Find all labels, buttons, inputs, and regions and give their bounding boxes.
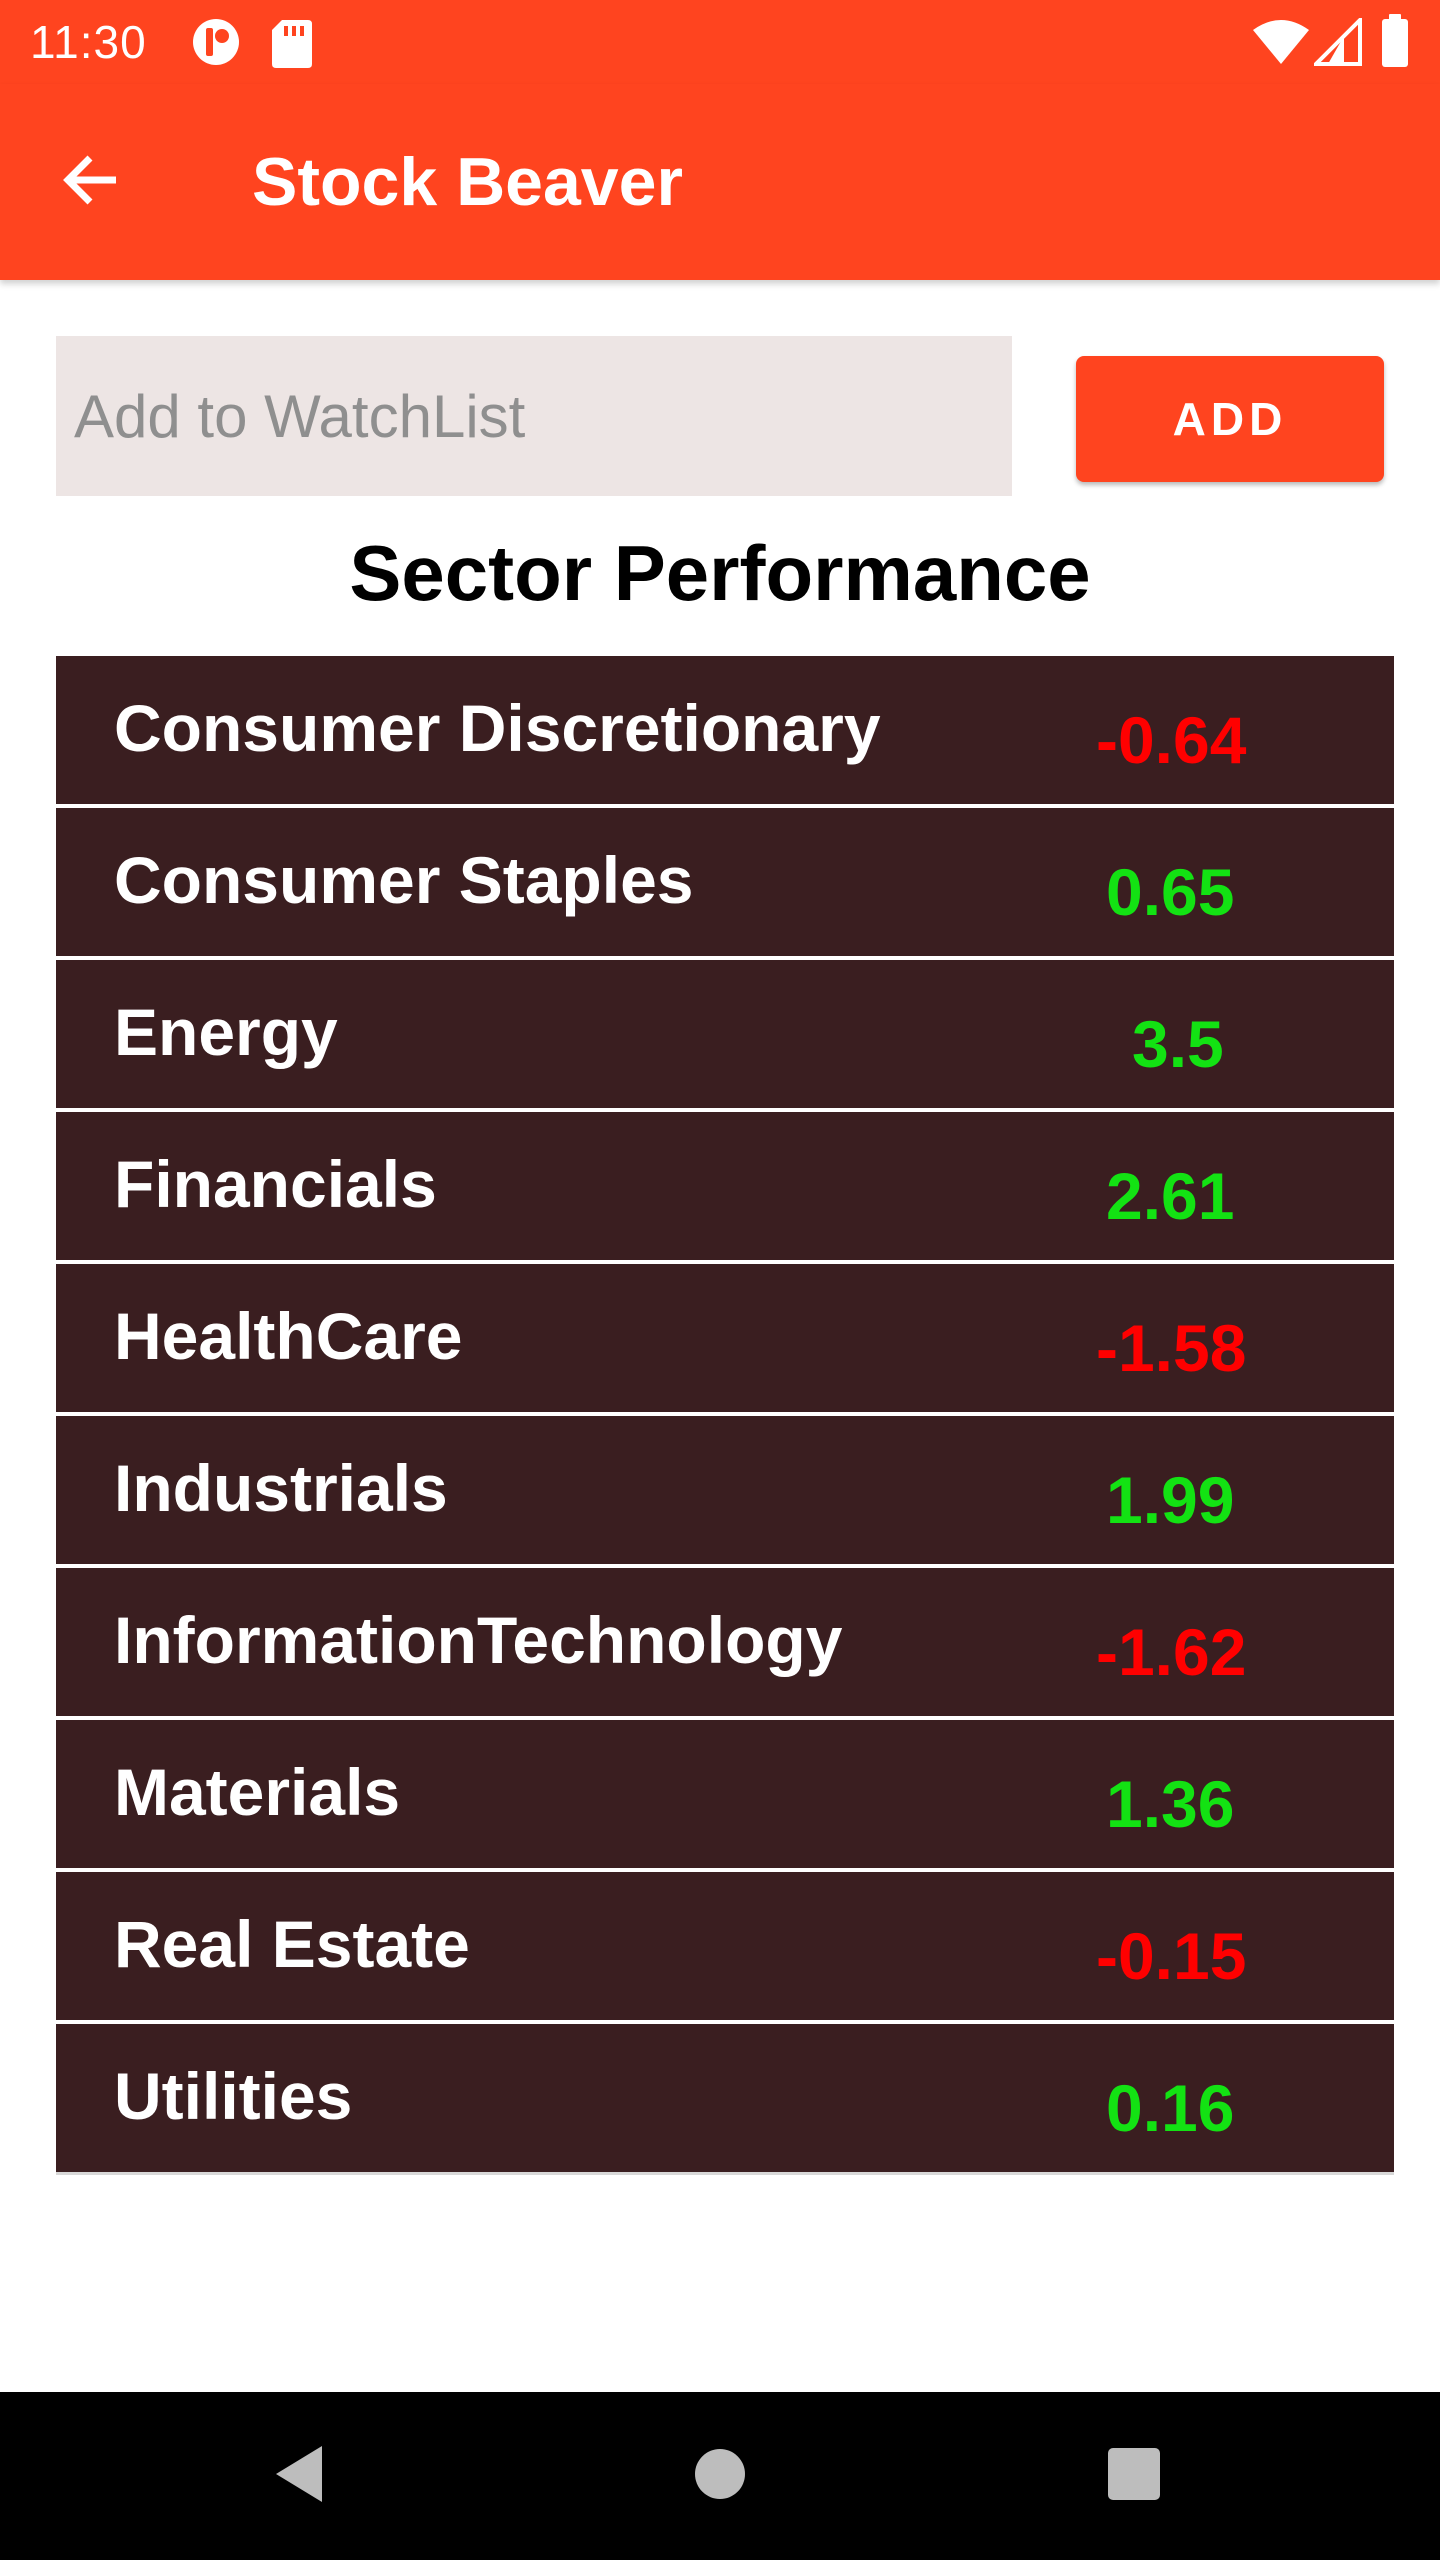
sector-name: HealthCare xyxy=(114,1299,463,1373)
sector-change: -1.62 xyxy=(1096,1615,1247,1689)
sector-change: 2.61 xyxy=(1106,1159,1235,1233)
nav-home-button[interactable] xyxy=(670,2426,770,2526)
sector-row[interactable]: Consumer Discretionary -0.64 xyxy=(56,656,1394,808)
sector-row[interactable]: Real Estate -0.15 xyxy=(56,1872,1394,2024)
watchlist-input[interactable] xyxy=(56,336,1012,496)
sector-name: Industrials xyxy=(114,1451,448,1525)
sector-change: 0.65 xyxy=(1106,855,1235,929)
sector-name: Consumer Discretionary xyxy=(114,691,881,765)
sd-card-icon xyxy=(270,14,314,75)
sector-change: 1.36 xyxy=(1106,1767,1235,1841)
sector-row[interactable]: InformationTechnology -1.62 xyxy=(56,1568,1394,1720)
add-button[interactable]: ADD xyxy=(1076,356,1384,482)
sector-name: Real Estate xyxy=(114,1907,470,1981)
sector-change: -1.58 xyxy=(1096,1311,1247,1385)
status-time: 11:30 xyxy=(30,16,147,68)
arrow-back-icon xyxy=(58,148,122,217)
sector-name: Energy xyxy=(114,995,338,1069)
app-title: Stock Beaver xyxy=(252,144,683,220)
sector-table: Consumer Discretionary -0.64 Consumer St… xyxy=(56,656,1394,2175)
sector-row[interactable]: Materials 1.36 xyxy=(56,1720,1394,1872)
notification-app-icon xyxy=(190,14,242,75)
sector-name: Consumer Staples xyxy=(114,843,694,917)
sector-row[interactable]: Utilities 0.16 xyxy=(56,2024,1394,2175)
nav-recents-icon xyxy=(1106,2446,1162,2507)
back-button[interactable] xyxy=(40,132,140,232)
nav-back-button[interactable] xyxy=(250,2426,350,2526)
app-bar: Stock Beaver xyxy=(0,84,1440,280)
navigation-bar xyxy=(0,2392,1440,2560)
wifi-icon xyxy=(1252,18,1310,71)
sector-row[interactable]: Industrials 1.99 xyxy=(56,1416,1394,1568)
status-bar: 11:30 xyxy=(0,0,1440,84)
sector-change: -0.64 xyxy=(1096,703,1247,777)
sector-row[interactable]: Consumer Staples 0.65 xyxy=(56,808,1394,960)
sector-row[interactable]: HealthCare -1.58 xyxy=(56,1264,1394,1416)
sector-performance-title: Sector Performance xyxy=(349,529,1091,617)
sector-change: 3.5 xyxy=(1132,1007,1224,1081)
nav-home-icon xyxy=(692,2446,748,2507)
sector-change: 0.16 xyxy=(1106,2071,1235,2145)
nav-recents-button[interactable] xyxy=(1084,2426,1184,2526)
sector-name: Utilities xyxy=(114,2059,353,2133)
cell-signal-icon xyxy=(1311,15,1362,71)
sector-change: -0.15 xyxy=(1096,1919,1247,1993)
nav-back-icon xyxy=(270,2442,330,2511)
sector-row[interactable]: Financials 2.61 xyxy=(56,1112,1394,1264)
sector-change: 1.99 xyxy=(1106,1463,1235,1537)
sector-name: Materials xyxy=(114,1755,401,1829)
sector-name: InformationTechnology xyxy=(114,1603,843,1677)
battery-icon xyxy=(1380,14,1410,73)
sector-name: Financials xyxy=(114,1147,437,1221)
sector-row[interactable]: Energy 3.5 xyxy=(56,960,1394,1112)
